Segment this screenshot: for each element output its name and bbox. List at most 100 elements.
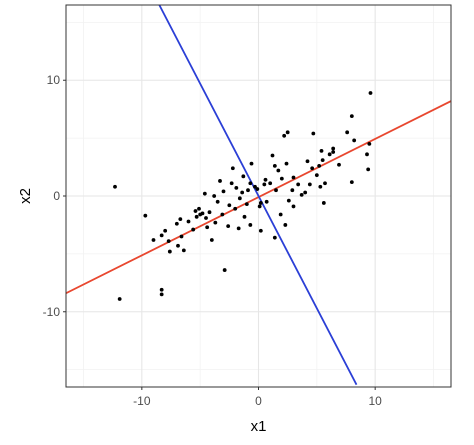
x-axis-title: x1 [251,418,267,435]
data-point [327,152,332,157]
data-point [264,199,269,204]
data-points [113,91,373,301]
data-point [246,188,250,193]
data-point [191,227,196,232]
data-point [244,202,249,207]
data-point [227,203,232,208]
data-point [291,175,296,180]
data-point [237,196,242,201]
data-point [349,114,354,119]
data-point [226,224,231,228]
data-point [159,292,164,297]
data-point [323,181,327,186]
data-point [143,213,148,218]
data-point [290,188,295,193]
data-point [248,223,253,227]
data-point [176,243,180,248]
data-point [236,226,241,231]
data-point [159,287,164,292]
data-point [166,239,171,244]
data-point [320,158,325,163]
data-point [276,168,281,173]
data-point [221,189,226,194]
data-point [117,297,122,301]
data-point [213,220,218,225]
y-tick-label: -10 [43,305,61,319]
data-point [337,162,341,167]
data-point [207,210,212,215]
data-point [258,201,263,205]
y-tick-label: 0 [53,189,60,203]
data-point [307,182,312,187]
data-point [299,192,304,197]
data-point [368,91,373,95]
data-point [241,174,246,179]
data-point [240,190,245,195]
data-point [296,182,301,187]
data-point [234,185,239,190]
data-point [278,212,283,217]
data-point [258,228,263,233]
data-point [253,184,257,189]
x-axis-ticks: -10 0 10 [133,387,382,408]
data-point [282,133,287,138]
data-point [220,212,225,217]
data-point [181,248,186,253]
data-point [248,181,253,186]
data-point [274,188,278,193]
data-point [286,198,291,203]
fitted-lines [66,5,451,386]
data-point [331,150,336,154]
data-point [178,217,183,222]
data-point [255,187,260,191]
data-point [331,146,336,151]
data-point [317,164,322,168]
data-point [352,138,357,143]
data-point [314,173,319,178]
data-point [311,131,316,136]
y-axis-ticks: -10 0 10 [43,73,66,319]
data-point [365,152,369,157]
x-tick-label: 10 [368,394,382,408]
data-point [113,184,117,189]
y-axis-title: x2 [17,188,34,204]
data-point [179,234,184,239]
data-point [272,164,277,168]
data-point [270,153,275,158]
data-point [263,177,268,182]
data-point [305,159,310,164]
data-point [233,206,238,211]
data-point [291,204,296,209]
data-point [319,148,324,153]
data-point [303,190,308,195]
data-point [268,181,273,186]
data-point [186,219,191,224]
data-point [349,180,354,185]
x-tick-label: -10 [133,394,151,408]
data-point [218,179,222,183]
data-point [366,167,371,172]
data-point [197,206,201,211]
data-point [285,130,290,135]
data-point [193,209,198,213]
data-point [205,225,210,230]
data-point [249,161,254,166]
y-tick-label: 10 [47,73,61,87]
data-point [257,204,262,209]
data-point [198,212,203,217]
data-point [310,166,315,171]
data-point [262,182,267,187]
data-point [367,142,372,146]
data-point [318,184,323,189]
data-point [321,201,326,205]
data-point [230,166,235,171]
data-point [345,130,350,135]
data-point [272,235,277,240]
blue-line [158,5,358,386]
x-tick-label: 0 [255,394,262,408]
data-point [167,249,172,254]
data-point [284,161,289,166]
data-point [204,216,208,220]
data-point [194,214,199,219]
